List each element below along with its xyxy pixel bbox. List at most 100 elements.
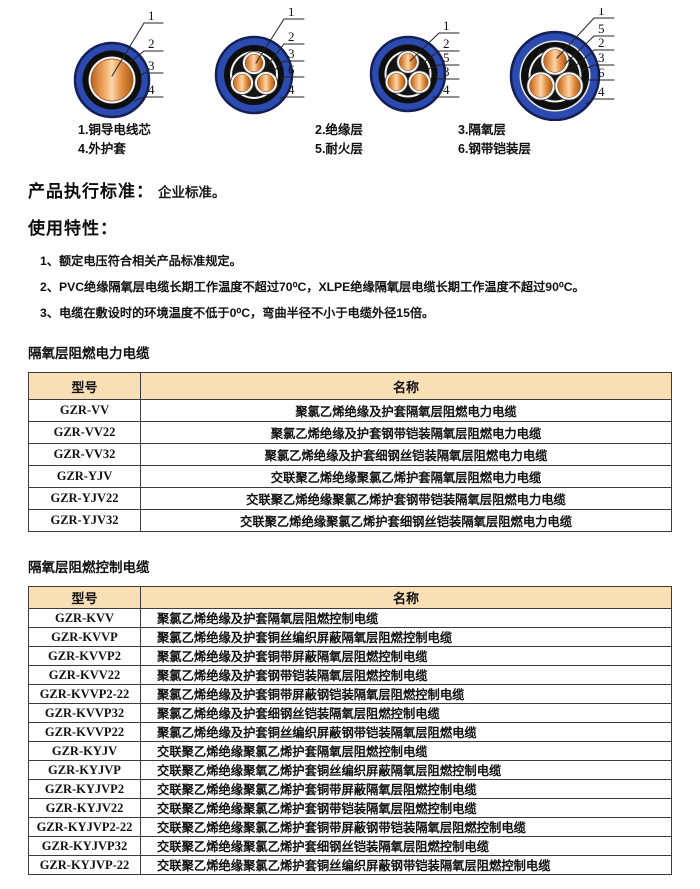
name-cell: 聚氯乙烯绝缘及护套铜丝编织屏蔽钢带铠装隔氧层阻燃电缆 [140,722,672,742]
model-cell: GZR-KVV22 [28,665,141,685]
table-row: GZR-KVVP2-22 聚氯乙烯绝缘及护套铜带屏蔽钢铠装隔氧层阻燃控制电缆 [28,684,672,704]
usage-item: 3、电缆在敷设时的环境温度不低于0⁰C，弯曲半径不小于电缆外径15倍。 [40,306,435,320]
table-row: GZR-KYJVP2 交联聚乙烯绝缘聚氯乙烯护套铜带屏蔽隔氧层阻燃控制电缆 [28,779,672,799]
layer-callout: 4 [443,82,450,97]
layer-callout: 2 [598,35,605,50]
name-column-header: 名称 [140,372,672,400]
usage-characteristics-list: 1、额定电压符合相关产品标准规定。 2、PVC绝缘隔氧层电缆长期工作温度不超过7… [40,248,672,326]
table-row: GZR-KVVP22 聚氯乙烯绝缘及护套铜丝编织屏蔽钢带铠装隔氧层阻燃电缆 [28,722,672,742]
name-cell: 聚氯乙烯绝缘及护套细钢丝铠装隔氧层阻燃控制电缆 [140,703,672,723]
layer-callout: 4 [288,82,295,97]
model-column-header: 型号 [28,586,141,609]
name-column-header: 名称 [140,586,672,609]
table-row: GZR-KYJVP2-22 交联聚乙烯绝缘聚氯乙烯护套铜带屏蔽钢带铠装隔氧层阻燃控… [28,817,672,837]
table-row: GZR-YJV 交联聚乙烯绝缘聚氯乙烯护套隔氧层阻燃电力电缆 [28,465,672,488]
name-cell: 聚氯乙烯绝缘及护套隔氧层阻燃电力电缆 [140,399,672,422]
product-standard-label: 产品执行标准： [28,182,154,201]
table-header-row: 型号 名称 [28,372,672,400]
table-row: GZR-KVV22 聚氯乙烯绝缘及护套钢带铠装隔氧层阻燃控制电缆 [28,665,672,685]
cable-cross-section-4: 1 5 2 3 6 4 [509,8,615,121]
layer-callout: 1 [288,8,295,19]
legend-item: 1.铜导电线芯 [78,123,151,137]
table-row: GZR-YJV22 交联聚乙烯绝缘聚氯乙烯护套钢带铠装隔氧层阻燃电力电缆 [28,487,672,510]
layer-callout: 1 [443,18,450,33]
name-cell: 聚氯乙烯绝缘及护套铜带屏蔽钢铠装隔氧层阻燃控制电缆 [140,684,672,704]
layer-callout: 2 [148,36,155,51]
layer-callout: 6 [598,65,605,80]
layer-callout: 4 [598,84,605,99]
table-row: GZR-KVV 聚氯乙烯绝缘及护套隔氧层阻燃控制电缆 [28,608,672,628]
table-row: GZR-KYJV 交联聚乙烯绝缘聚氯乙烯护套隔氧层阻燃控制电缆 [28,741,672,761]
model-cell: GZR-KYJVP2-22 [28,817,141,837]
name-cell: 交联聚乙烯绝缘聚氯乙烯护套细钢丝铠装隔氧层阻燃控制电缆 [140,836,672,856]
model-cell: GZR-VV32 [28,443,141,466]
model-column-header: 型号 [28,372,141,400]
layer-callout: 1 [148,8,155,23]
model-cell: GZR-KVVP [28,627,141,647]
name-cell: 聚氯乙烯绝缘及护套铜丝编织屏蔽隔氧层阻燃控制电缆 [140,627,672,647]
name-cell: 交联聚乙烯绝缘聚氯乙烯护套钢带铠装隔氧层阻燃电力电缆 [140,487,672,510]
model-cell: GZR-KVVP2-22 [28,684,141,704]
layer-callout: 5 [598,21,605,36]
table-row: GZR-KYJVP32 交联聚乙烯绝缘聚氯乙烯护套细钢丝铠装隔氧层阻燃控制电缆 [28,836,672,856]
model-cell: GZR-VV [28,399,141,422]
model-cell: GZR-VV22 [28,421,141,444]
table-row: GZR-VV22 聚氯乙烯绝缘及护套钢带铠装隔氧层阻燃电力电缆 [28,421,672,444]
diagram-legend: 1.铜导电线芯 4.外护套 2.绝缘层 5.耐火层 3.隔氧层 6.钢带铠装层 [0,121,700,161]
layer-callout: 2 [443,36,450,51]
model-cell: GZR-KYJV [28,741,141,761]
model-cell: GZR-KVVP22 [28,722,141,742]
model-cell: GZR-KYJVP32 [28,836,141,856]
model-cell: GZR-KYJVP-22 [28,855,141,875]
table-row: GZR-KYJV22 交联聚乙烯绝缘聚氯乙烯护套钢带铠装隔氧层阻燃控制电缆 [28,798,672,818]
legend-item: 3.隔氧层 [458,123,506,137]
name-cell: 聚氯乙烯绝缘及护套隔氧层阻燃控制电缆 [140,608,672,628]
legend-item: 4.外护套 [78,142,126,156]
layer-callout: 4 [148,82,155,97]
usage-characteristics-title: 使用特性： [28,219,118,238]
layer-callout: 5 [443,50,450,65]
table-row: GZR-KYJVP-22 交联聚乙烯绝缘聚氯乙烯护套铜丝编织屏蔽钢带铠装隔氧层阻燃… [28,855,672,875]
cable-cross-sections-svg: 1 2 3 4 [73,8,615,121]
name-cell: 交联聚乙烯绝缘聚氯乙烯护套铜丝编织屏蔽钢带铠装隔氧层阻燃控制电缆 [140,855,672,875]
model-cell: GZR-KYJV22 [28,798,141,818]
legend-item: 5.耐火层 [315,142,363,156]
layer-callout: 3 [148,58,155,73]
model-cell: GZR-KVVP32 [28,703,141,723]
legend-item: 2.绝缘层 [315,123,363,137]
table-row: GZR-KVVP2 聚氯乙烯绝缘及护套铜带屏蔽隔氧层阻燃控制电缆 [28,646,672,666]
cable-cross-section-3: 1 2 5 3 4 [369,18,460,113]
model-cell: GZR-KVV [28,608,141,628]
layer-callout: 3 [598,50,605,65]
table-row: GZR-KYJVP 交联聚乙烯绝缘聚氧乙烯护套铜丝编织屏蔽隔氧层阻燃控制电缆 [28,760,672,780]
name-cell: 聚氯乙烯绝缘及护套细钢丝铠装隔氧层阻燃电力电缆 [140,443,672,466]
layer-callout: 3 [288,46,295,61]
name-cell: 交联聚乙烯绝缘聚氯乙烯护套隔氧层阻燃控制电缆 [140,741,672,761]
name-cell: 聚氯乙烯绝缘及护套铜带屏蔽隔氧层阻燃控制电缆 [140,646,672,666]
model-cell: GZR-KYJVP2 [28,779,141,799]
name-cell: 交联聚乙烯绝缘聚氯乙烯护套铜带屏蔽隔氧层阻燃控制电缆 [140,779,672,799]
control-cable-table: 型号 名称 GZR-KVV 聚氯乙烯绝缘及护套隔氧层阻燃控制电缆 GZR-KVVP 聚… [28,586,672,875]
table-row: GZR-VV 聚氯乙烯绝缘及护套隔氧层阻燃电力电缆 [28,399,672,422]
model-cell: GZR-YJV22 [28,487,141,510]
usage-item: 1、额定电压符合相关产品标准规定。 [40,254,242,268]
model-cell: GZR-YJV [28,465,141,488]
model-cell: GZR-YJV32 [28,509,141,532]
power-cable-table: 型号 名称 GZR-VV 聚氯乙烯绝缘及护套隔氧层阻燃电力电缆 GZR-VV22 聚氯… [28,372,672,532]
table-row: GZR-KVVP 聚氯乙烯绝缘及护套铜丝编织屏蔽隔氧层阻燃控制电缆 [28,627,672,647]
table-row: GZR-YJV32 交联聚乙烯绝缘聚氯乙烯护套细钢丝铠装隔氧层阻燃电力电缆 [28,509,672,532]
product-standard-value: 企业标准。 [158,185,226,200]
name-cell: 交联聚乙烯绝缘聚氯乙烯护套隔氧层阻燃电力电缆 [140,465,672,488]
model-cell: GZR-KVVP2 [28,646,141,666]
table-header-row: 型号 名称 [28,586,672,609]
control-cable-section-title: 隔氧层阻燃控制电缆 [28,560,150,575]
power-cable-section-title: 隔氧层阻燃电力电缆 [28,346,150,361]
layer-callout: 3 [443,64,450,79]
table-row: GZR-KVVP32 聚氯乙烯绝缘及护套细钢丝铠装隔氧层阻燃控制电缆 [28,703,672,723]
cable-diagrams: 1 2 3 4 [0,0,700,163]
layer-callout: 1 [598,8,605,18]
usage-item: 2、PVC绝缘隔氧层电缆长期工作温度不超过70⁰C，XLPE绝缘隔氧层电缆长期工… [40,280,585,294]
name-cell: 交联聚乙烯绝缘聚氯乙烯护套铜带屏蔽钢带铠装隔氧层阻燃控制电缆 [140,817,672,837]
name-cell: 交联聚乙烯绝缘聚氧乙烯护套铜丝编织屏蔽隔氧层阻燃控制电缆 [140,760,672,780]
